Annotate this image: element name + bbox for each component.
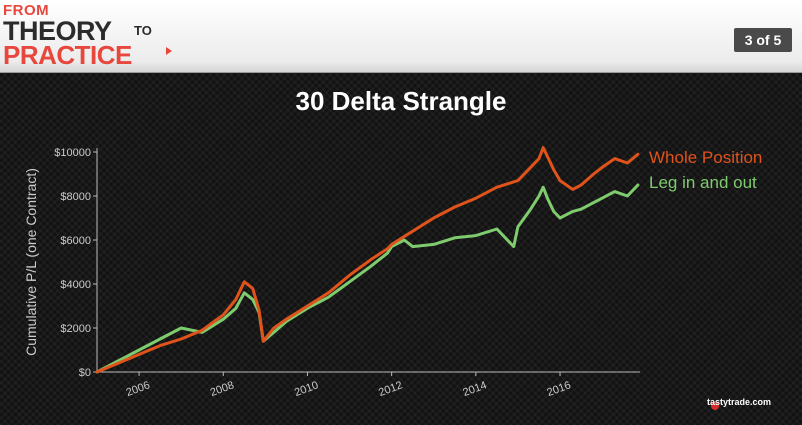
x-tick-label: 2010 bbox=[293, 379, 320, 399]
x-tick-label: 2016 bbox=[545, 379, 572, 399]
logo-practice-text: PRACTICE bbox=[3, 40, 132, 70]
page-indicator: 3 of 5 bbox=[734, 28, 792, 52]
y-tick-label: $2000 bbox=[60, 323, 91, 335]
show-logo: FROM THEORY TO PRACTICE bbox=[0, 0, 200, 72]
brand-watermark: tastytrade.com bbox=[707, 397, 772, 407]
x-tick-label: 2012 bbox=[377, 379, 404, 399]
cherry-logo-icon bbox=[711, 402, 719, 410]
chart-series bbox=[95, 146, 640, 374]
chart-title: 30 Delta Strangle bbox=[296, 86, 507, 116]
logo-from-text: FROM bbox=[3, 2, 50, 19]
y-tick-label: $8000 bbox=[60, 191, 91, 203]
y-tick-label: $4000 bbox=[60, 279, 91, 291]
chart-legend: Whole Position Leg in and out bbox=[649, 148, 762, 192]
logo-to-text: TO bbox=[134, 23, 152, 38]
header-banner: FROM THEORY TO PRACTICE 3 of 5 bbox=[0, 0, 802, 73]
chart-axes: $0 $2000 $4000 $6000 $8000 $10000 2006 2008 2010… bbox=[54, 147, 640, 399]
legend-entry-1: Leg in and out bbox=[649, 173, 757, 192]
play-arrow-icon bbox=[166, 47, 172, 55]
y-tick-label: $0 bbox=[79, 367, 91, 379]
x-tick-label: 2008 bbox=[209, 379, 236, 399]
logo-theory-text: THEORY bbox=[3, 16, 112, 46]
x-tick-label: 2014 bbox=[461, 379, 488, 399]
y-tick-label: $10000 bbox=[54, 147, 91, 159]
series-line-1 bbox=[95, 183, 640, 374]
y-axis-label: Cumulative P/L (one Contract) bbox=[23, 168, 39, 356]
legend-entry-0: Whole Position bbox=[649, 148, 762, 167]
y-tick-label: $6000 bbox=[60, 235, 91, 247]
x-tick-label: 2006 bbox=[125, 379, 152, 399]
series-line-0 bbox=[95, 146, 640, 374]
slide-background bbox=[0, 73, 802, 425]
